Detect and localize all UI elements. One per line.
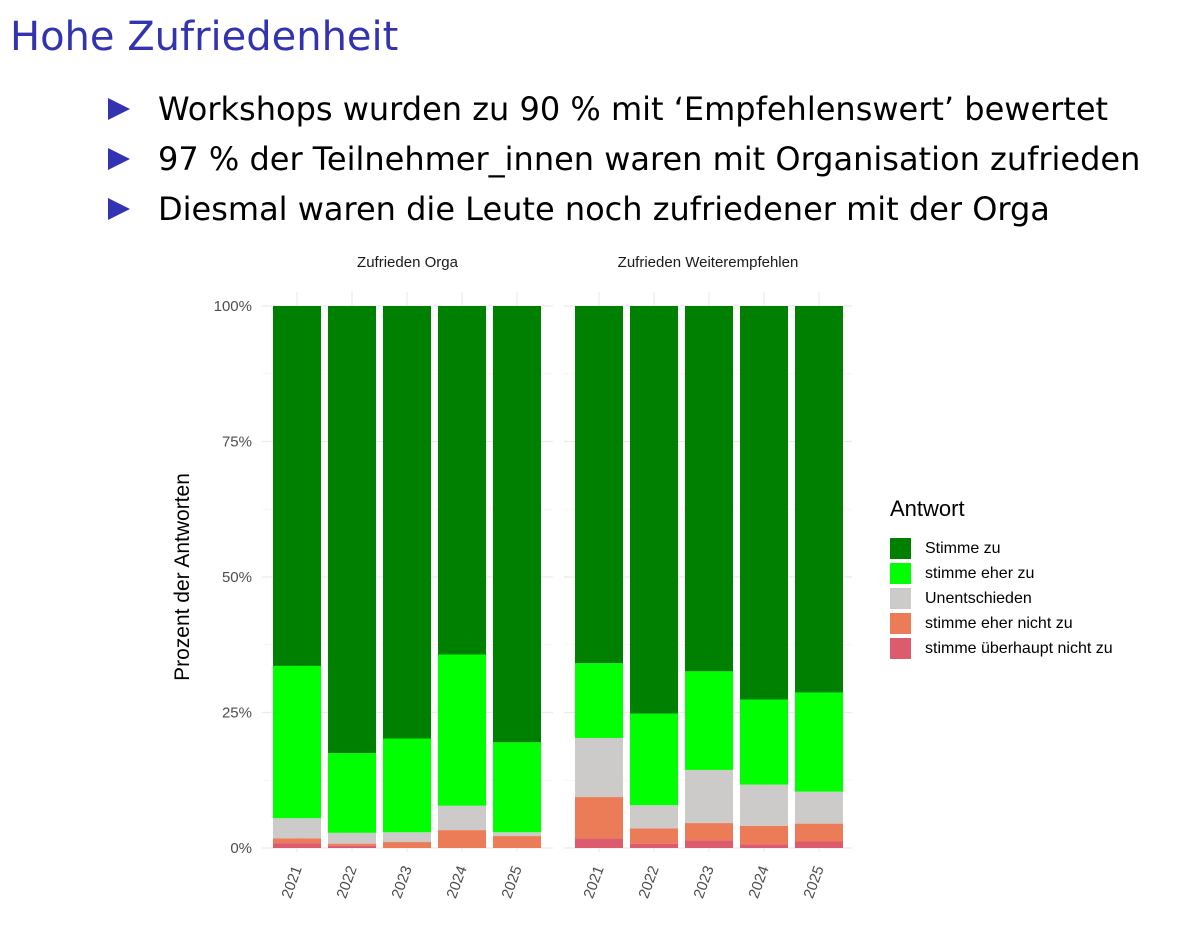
bar-segment xyxy=(273,306,321,666)
legend-label: stimme überhaupt nicht zu xyxy=(925,639,1113,657)
triangle-bullet-icon xyxy=(108,148,130,170)
bar-segment xyxy=(383,306,431,739)
bar-segment xyxy=(575,306,623,664)
x-tick-label: 2025 xyxy=(800,864,827,901)
y-tick-label: 50% xyxy=(222,569,252,586)
legend-item: stimme eher zu xyxy=(890,561,1113,586)
bar-segment xyxy=(630,713,678,806)
x-tick-label: 2022 xyxy=(635,864,662,901)
bar-segment xyxy=(740,784,788,826)
legend-item: stimme eher nicht zu xyxy=(890,611,1113,636)
bar-segment xyxy=(740,825,788,845)
legend-item: Unentschieden xyxy=(890,586,1113,611)
x-tick-label: 2021 xyxy=(580,864,607,901)
x-tick-label: 2024 xyxy=(745,864,772,901)
legend-swatch xyxy=(890,638,911,659)
y-tick-label: 75% xyxy=(222,434,252,451)
bar-segment xyxy=(328,832,376,844)
bar-segment xyxy=(740,844,788,848)
y-axis-label: Prozent der Antworten xyxy=(171,473,194,681)
bar-segment xyxy=(575,797,623,839)
y-tick-label: 25% xyxy=(222,705,252,722)
facet-title: Zufrieden Weiterempfehlen xyxy=(618,254,799,271)
bullet-text: Workshops wurden zu 90 % mit ‘Empfehlens… xyxy=(158,90,1109,128)
x-tick-label: 2023 xyxy=(388,864,415,901)
y-tick-label: 100% xyxy=(214,298,252,315)
bar-segment xyxy=(438,805,486,831)
bar-segment xyxy=(630,306,678,714)
legend-swatch xyxy=(890,563,911,584)
x-tick-label: 2021 xyxy=(278,864,305,901)
bullet-item: Workshops wurden zu 90 % mit ‘Empfehlens… xyxy=(108,84,1140,134)
bar-segment xyxy=(328,845,376,848)
legend-label: stimme eher nicht zu xyxy=(925,614,1073,632)
legend-title: Antwort xyxy=(890,496,965,521)
bar-segment xyxy=(383,842,431,848)
x-tick-label: 2023 xyxy=(690,864,717,901)
bullet-text: Diesmal waren die Leute noch zufriedener… xyxy=(158,190,1050,228)
bar-segment xyxy=(795,791,843,824)
bar-segment xyxy=(795,692,843,792)
bullet-item: Diesmal waren die Leute noch zufriedener… xyxy=(108,184,1140,234)
bar-segment xyxy=(740,699,788,785)
x-tick-label: 2022 xyxy=(333,864,360,901)
bar-segment xyxy=(575,737,623,798)
bar-segment xyxy=(740,306,788,700)
bar-segment xyxy=(630,843,678,848)
bar-segment xyxy=(795,823,843,842)
legend-label: Stimme zu xyxy=(925,539,1001,557)
x-tick-label: 2025 xyxy=(498,864,525,901)
bar-segment xyxy=(493,306,541,743)
bar-segment xyxy=(795,841,843,848)
bar-segment xyxy=(328,306,376,754)
bar-segment xyxy=(685,840,733,848)
bar-segment xyxy=(685,769,733,824)
triangle-bullet-icon xyxy=(108,198,130,220)
legend-swatch xyxy=(890,588,911,609)
chart-legend: Antwort Stimme zu stimme eher zu Unentsc… xyxy=(890,496,1113,661)
x-tick-label: 2024 xyxy=(443,864,470,901)
legend-item: stimme überhaupt nicht zu xyxy=(890,636,1113,661)
bar-segment xyxy=(575,663,623,738)
bar-segment xyxy=(685,306,733,672)
bar-segment xyxy=(685,671,733,770)
legend-item: Stimme zu xyxy=(890,536,1113,561)
bar-segment xyxy=(328,753,376,833)
bar-segment xyxy=(630,828,678,844)
bar-segment xyxy=(493,742,541,833)
legend-swatch xyxy=(890,613,911,634)
legend-swatch xyxy=(890,538,911,559)
bar-segment xyxy=(575,838,623,848)
bullet-list: Workshops wurden zu 90 % mit ‘Empfehlens… xyxy=(108,84,1140,234)
bullet-text: 97 % der Teilnehmer_innen waren mit Orga… xyxy=(158,140,1141,178)
bar-segment xyxy=(383,832,431,843)
bar-segment xyxy=(273,818,321,839)
bar-segment xyxy=(383,738,431,833)
slide-title: Hohe Zufriedenheit xyxy=(10,14,399,60)
bar-segment xyxy=(438,306,486,655)
bullet-item: 97 % der Teilnehmer_innen waren mit Orga… xyxy=(108,134,1140,184)
bar-segment xyxy=(438,830,486,848)
bar-segment xyxy=(273,843,321,848)
bar-segment xyxy=(493,836,541,848)
y-tick-label: 0% xyxy=(230,840,252,857)
facet-title: Zufrieden Orga xyxy=(357,254,459,271)
bar-segment xyxy=(328,843,376,846)
bar-segment xyxy=(273,838,321,844)
bar-segment xyxy=(493,832,541,837)
legend-label: stimme eher zu xyxy=(925,564,1035,582)
triangle-bullet-icon xyxy=(108,98,130,120)
bar-segment xyxy=(273,665,321,819)
bar-segment xyxy=(630,805,678,829)
bar-segment xyxy=(685,823,733,841)
legend-label: Unentschieden xyxy=(925,589,1032,607)
bar-segment xyxy=(438,654,486,806)
bar-segment xyxy=(795,306,843,693)
